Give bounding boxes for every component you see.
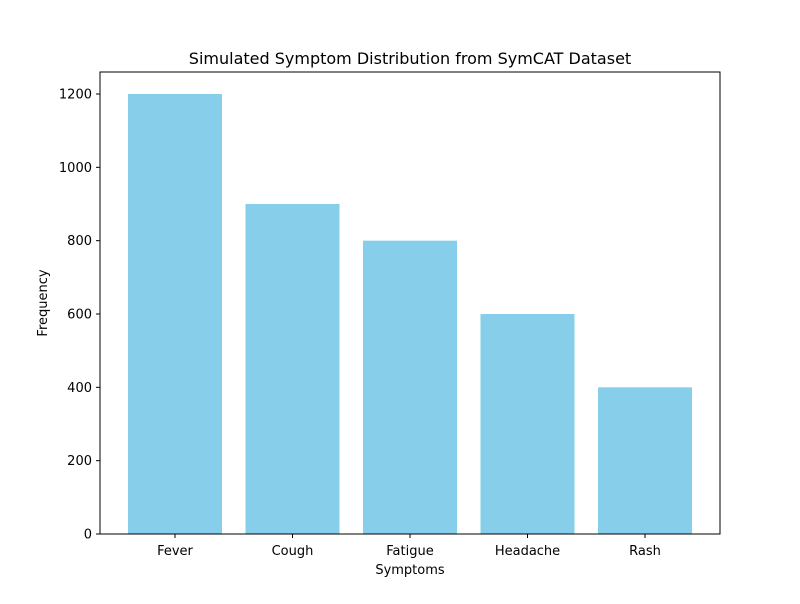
y-axis-ticks: 0 200 400 600 800 1000 1200 xyxy=(59,88,100,543)
x-tick-label: Headache xyxy=(495,544,560,559)
chart-title: Simulated Symptom Distribution from SymC… xyxy=(189,49,631,68)
x-tick-label: Fatigue xyxy=(386,544,433,559)
y-tick-label: 200 xyxy=(67,454,92,469)
y-tick-label: 0 xyxy=(84,528,92,543)
bar-rash xyxy=(598,387,692,534)
y-tick-label: 1200 xyxy=(59,88,92,103)
y-tick-label: 800 xyxy=(67,234,92,249)
y-axis-label: Frequency xyxy=(36,269,51,336)
bar-cough xyxy=(245,204,340,534)
bar-fatigue xyxy=(363,240,457,534)
x-tick-label: Fever xyxy=(157,544,193,559)
x-axis-ticks: Fever Cough Fatigue Headache Rash xyxy=(157,534,661,559)
bars-layer xyxy=(128,94,692,534)
bar-headache xyxy=(480,314,575,534)
y-tick-label: 600 xyxy=(67,308,92,323)
y-tick-label: 1000 xyxy=(59,161,92,176)
plot-area-frame xyxy=(99,71,721,535)
bar-fever xyxy=(128,94,222,534)
x-tick-label: Rash xyxy=(629,544,661,559)
x-axis-label: Symptoms xyxy=(375,563,445,578)
y-tick-label: 400 xyxy=(67,381,92,396)
x-tick-label: Cough xyxy=(272,544,314,559)
